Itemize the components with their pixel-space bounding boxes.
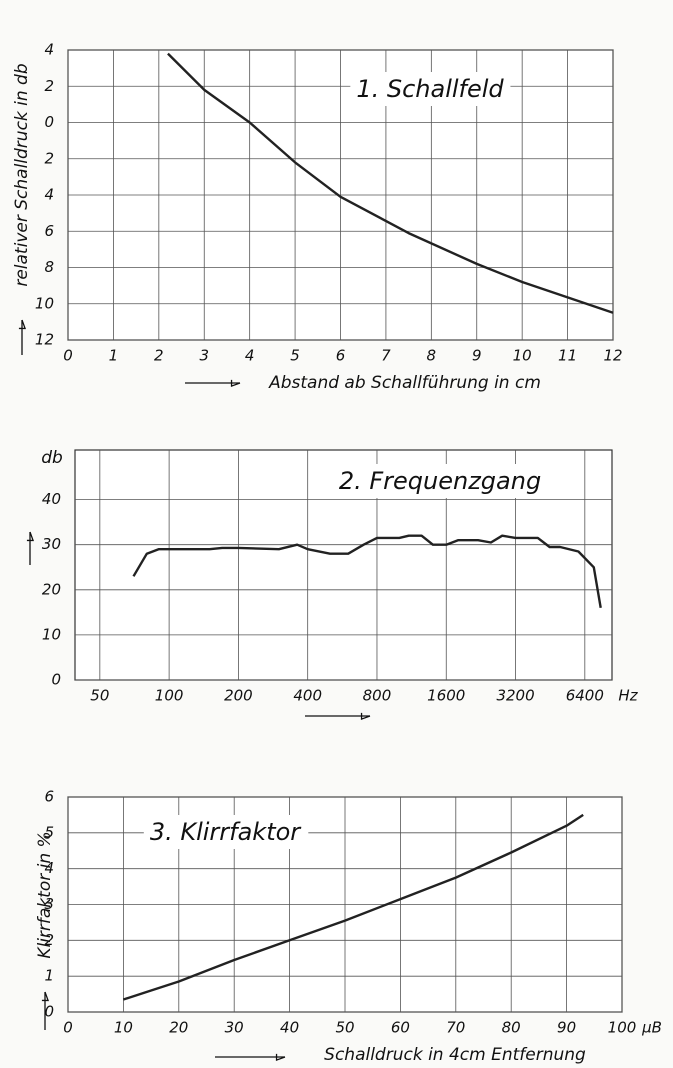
y-axis-label: db xyxy=(41,448,63,468)
y-tick-label: 0 xyxy=(44,1003,54,1021)
y-tick-label: 2 xyxy=(44,149,54,167)
x-tick-label: 0 xyxy=(63,1019,73,1037)
title-background xyxy=(350,72,511,106)
x-tick-label: 1600 xyxy=(427,687,465,705)
y-axis-label: Klirrfaktor in % xyxy=(35,831,55,958)
arrow-head xyxy=(275,1053,286,1062)
x-tick-label: 8 xyxy=(427,347,437,365)
data-line xyxy=(132,534,602,609)
y-tick-label: 12 xyxy=(35,331,54,349)
arrow-head xyxy=(360,712,371,721)
y-tick-label: 3 xyxy=(44,895,54,913)
title-background xyxy=(143,815,309,849)
x-tick-label: 2 xyxy=(154,347,164,365)
x-tick-label: 30 xyxy=(225,1019,244,1037)
y-tick-label: 5 xyxy=(44,823,54,841)
y-tick-label: 6 xyxy=(44,222,54,240)
title-background xyxy=(332,464,548,498)
y-tick-label: 6 xyxy=(44,788,54,806)
x-tick-label: 1 xyxy=(109,347,119,365)
y-axis-label: relativer Schalldruck in db xyxy=(12,63,32,286)
x-tick-label: 20 xyxy=(169,1019,188,1037)
y-tick-label: 8 xyxy=(44,258,54,276)
x-tick-label: 5 xyxy=(290,347,300,365)
y-tick-label: 4 xyxy=(44,859,54,877)
y-tick-label: 1 xyxy=(44,967,54,985)
x-unit: Hz xyxy=(618,687,638,705)
chart-title: 1. Schallfeld xyxy=(356,75,504,103)
x-tick-label: 4 xyxy=(245,347,255,365)
x-tick-label: 7 xyxy=(381,347,391,365)
x-tick-label: 90 xyxy=(557,1019,576,1037)
x-tick-label: 3200 xyxy=(496,687,534,705)
x-tick-label: 6400 xyxy=(566,687,604,705)
x-tick-label: 10 xyxy=(114,1019,133,1037)
x-tick-label: 11 xyxy=(558,347,577,365)
y-tick-label: 30 xyxy=(42,535,61,553)
y-tick-label: 0 xyxy=(51,671,61,689)
arrow-head xyxy=(41,991,50,1002)
x-tick-label: 10 xyxy=(513,347,532,365)
x-tick-label: 100 xyxy=(608,1019,637,1037)
y-tick-label: 4 xyxy=(44,186,54,204)
y-tick-label: 4 xyxy=(44,41,54,59)
x-tick-label: 400 xyxy=(293,687,322,705)
arrow-head xyxy=(26,531,35,542)
x-tick-label: 6 xyxy=(336,347,346,365)
y-tick-label: 10 xyxy=(42,625,61,643)
arrow-head xyxy=(230,379,241,388)
x-tick-label: 12 xyxy=(603,347,622,365)
x-tick-label: 100 xyxy=(155,687,184,705)
x-unit: µB xyxy=(641,1019,662,1037)
x-tick-label: 9 xyxy=(472,347,482,365)
y-tick-label: 20 xyxy=(42,580,61,598)
x-tick-label: 50 xyxy=(335,1019,354,1037)
x-tick-label: 40 xyxy=(280,1019,299,1037)
chart-title: 3. Klirrfaktor xyxy=(150,818,302,846)
data-line xyxy=(167,52,614,314)
x-axis-label: Abstand ab Schallführung in cm xyxy=(268,373,541,393)
y-tick-label: 2 xyxy=(44,931,54,949)
x-tick-label: 0 xyxy=(63,347,73,365)
x-axis-label: Schalldruck in 4cm Entfernung xyxy=(324,1045,586,1065)
y-tick-label: 0 xyxy=(44,113,54,131)
data-line xyxy=(123,813,584,1001)
y-tick-label: 2 xyxy=(44,77,54,95)
x-tick-label: 50 xyxy=(90,687,109,705)
y-tick-label: 40 xyxy=(42,490,61,508)
arrow-head xyxy=(18,319,27,330)
x-tick-label: 70 xyxy=(446,1019,465,1037)
x-tick-label: 3 xyxy=(199,347,209,365)
x-tick-label: 60 xyxy=(391,1019,410,1037)
x-tick-label: 80 xyxy=(502,1019,521,1037)
y-tick-label: 10 xyxy=(35,294,54,312)
x-tick-label: 200 xyxy=(224,687,253,705)
chart-title: 2. Frequenzgang xyxy=(339,467,541,495)
x-tick-label: 800 xyxy=(363,687,392,705)
